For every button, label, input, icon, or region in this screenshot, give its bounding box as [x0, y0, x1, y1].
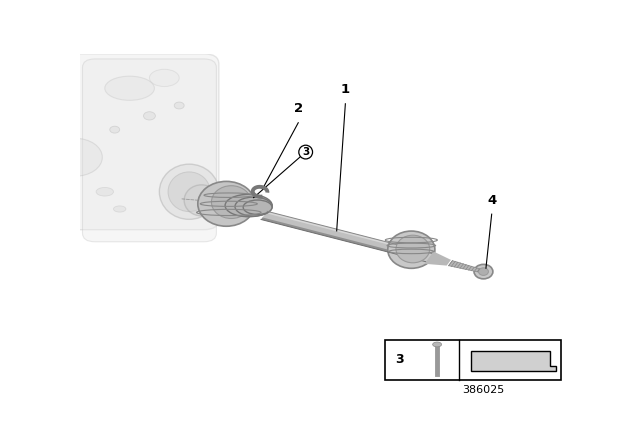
Ellipse shape — [396, 235, 429, 263]
Ellipse shape — [235, 197, 272, 216]
Text: 4: 4 — [487, 194, 496, 207]
Ellipse shape — [105, 76, 154, 100]
Polygon shape — [261, 217, 428, 262]
Text: 3: 3 — [302, 147, 309, 157]
Polygon shape — [261, 211, 432, 262]
Ellipse shape — [243, 200, 272, 215]
Ellipse shape — [479, 268, 488, 276]
Text: 2: 2 — [294, 102, 303, 115]
Ellipse shape — [150, 69, 179, 86]
Ellipse shape — [159, 164, 219, 220]
Ellipse shape — [113, 206, 126, 212]
Polygon shape — [449, 261, 479, 272]
Ellipse shape — [388, 231, 435, 268]
Polygon shape — [266, 211, 432, 255]
Ellipse shape — [96, 187, 113, 196]
FancyBboxPatch shape — [40, 54, 219, 230]
Text: 3: 3 — [396, 353, 404, 366]
Circle shape — [143, 112, 156, 120]
Circle shape — [174, 102, 184, 109]
Polygon shape — [424, 251, 451, 266]
Ellipse shape — [198, 181, 255, 226]
Ellipse shape — [168, 172, 210, 211]
Circle shape — [48, 138, 102, 176]
Bar — [385, 340, 561, 380]
Circle shape — [110, 126, 120, 133]
Text: 386025: 386025 — [462, 385, 504, 395]
Ellipse shape — [433, 342, 442, 347]
Ellipse shape — [225, 194, 272, 217]
Ellipse shape — [184, 185, 219, 216]
Ellipse shape — [474, 264, 493, 279]
Polygon shape — [472, 351, 556, 371]
Text: 1: 1 — [340, 83, 350, 96]
Ellipse shape — [211, 186, 251, 219]
FancyBboxPatch shape — [83, 59, 216, 242]
